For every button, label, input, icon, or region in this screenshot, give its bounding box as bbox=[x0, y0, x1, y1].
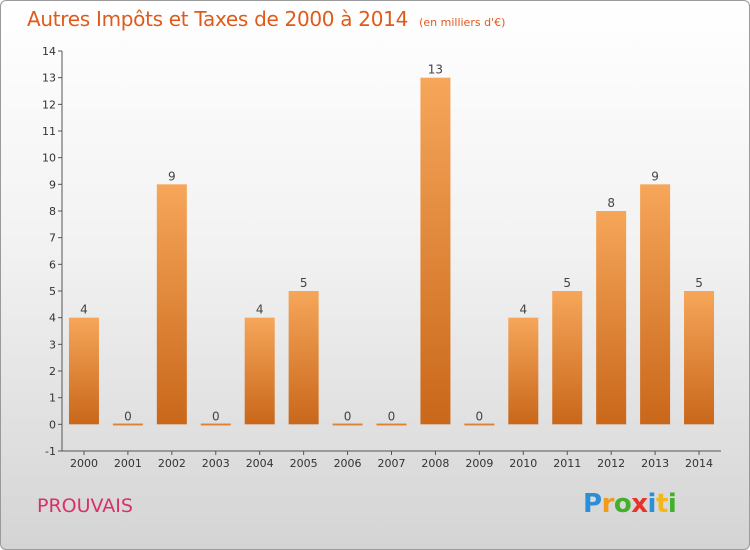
x-tick-label: 2003 bbox=[202, 457, 230, 470]
bar bbox=[596, 211, 627, 425]
y-tick-label: 9 bbox=[49, 178, 56, 191]
bar bbox=[376, 423, 407, 426]
x-tick-label: 2006 bbox=[334, 457, 362, 470]
chart-subtitle: (en milliers d'€) bbox=[419, 16, 506, 29]
y-tick-label: 14 bbox=[42, 45, 56, 58]
bar bbox=[288, 291, 319, 425]
data-label: 0 bbox=[344, 409, 352, 423]
x-tick-label: 2013 bbox=[641, 457, 669, 470]
x-tick-label: 2010 bbox=[509, 457, 537, 470]
bar bbox=[200, 423, 231, 426]
x-tick-label: 2008 bbox=[421, 457, 449, 470]
data-label: 5 bbox=[695, 276, 703, 290]
data-label: 8 bbox=[607, 196, 615, 210]
title-row: Autres Impôts et Taxes de 2000 à 2014 (e… bbox=[27, 7, 505, 31]
x-tick-label: 2005 bbox=[290, 457, 318, 470]
y-tick-label: 10 bbox=[42, 152, 56, 165]
bar bbox=[244, 317, 275, 425]
y-tick-label: 4 bbox=[49, 312, 56, 325]
bar-layer bbox=[68, 77, 715, 426]
y-tick-label: 1 bbox=[49, 392, 56, 405]
y-tick-label: 2 bbox=[49, 365, 56, 378]
x-tick-label: 2002 bbox=[158, 457, 186, 470]
bar bbox=[464, 423, 495, 426]
y-tick-label: -1 bbox=[45, 445, 56, 458]
y-tick-label: 0 bbox=[49, 418, 56, 431]
y-tick-label: 3 bbox=[49, 338, 56, 351]
y-tick-label: 12 bbox=[42, 98, 56, 111]
bar bbox=[684, 291, 715, 425]
y-tick-label: 7 bbox=[49, 232, 56, 245]
bar bbox=[508, 317, 539, 425]
x-tick-label: 2012 bbox=[597, 457, 625, 470]
bar bbox=[68, 317, 99, 425]
data-label: 0 bbox=[124, 409, 132, 423]
proxiti-logo: Proxiti bbox=[583, 489, 677, 519]
bar bbox=[112, 423, 143, 426]
chart-title: Autres Impôts et Taxes de 2000 à 2014 bbox=[27, 7, 408, 31]
x-tick-label: 2004 bbox=[246, 457, 274, 470]
x-tick-label: 2009 bbox=[465, 457, 493, 470]
x-tick-label: 2014 bbox=[685, 457, 713, 470]
data-label: 9 bbox=[651, 169, 659, 183]
label-layer: 2000 4 2001 0 2002 9 2003 0 2004 4 2005 5 2006 0 2007 0… bbox=[70, 63, 713, 470]
data-label: 9 bbox=[168, 169, 176, 183]
y-tick-label: 5 bbox=[49, 285, 56, 298]
bar bbox=[332, 423, 363, 426]
commune-name: PROUVAIS bbox=[37, 495, 133, 517]
data-label: 0 bbox=[212, 409, 220, 423]
bar bbox=[552, 291, 583, 425]
data-label: 13 bbox=[428, 63, 443, 77]
y-tick-label: 13 bbox=[42, 72, 56, 85]
data-label: 0 bbox=[388, 409, 396, 423]
y-tick-label: 8 bbox=[49, 205, 56, 218]
y-tick-label: 11 bbox=[42, 125, 56, 138]
data-label: 5 bbox=[300, 276, 308, 290]
x-tick-label: 2001 bbox=[114, 457, 142, 470]
data-label: 5 bbox=[563, 276, 571, 290]
data-label: 4 bbox=[80, 303, 88, 317]
y-tick-label: 6 bbox=[49, 258, 56, 271]
bar bbox=[640, 184, 671, 425]
bar bbox=[420, 77, 451, 425]
x-tick-label: 2007 bbox=[378, 457, 406, 470]
data-label: 0 bbox=[476, 409, 484, 423]
data-label: 4 bbox=[256, 303, 264, 317]
bar bbox=[156, 184, 187, 425]
x-tick-label: 2011 bbox=[553, 457, 581, 470]
x-tick-label: 2000 bbox=[70, 457, 98, 470]
data-label: 4 bbox=[519, 303, 527, 317]
